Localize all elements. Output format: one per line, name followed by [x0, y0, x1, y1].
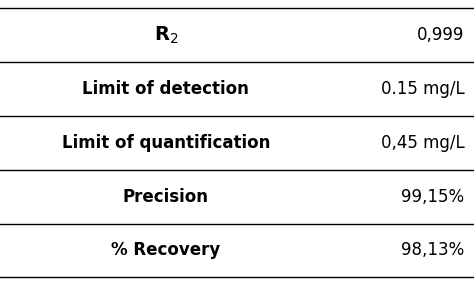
Text: 0.15 mg/L: 0.15 mg/L: [381, 80, 465, 98]
Text: 99,15%: 99,15%: [401, 188, 465, 206]
Text: Precision: Precision: [123, 188, 209, 206]
Text: Limit of quantification: Limit of quantification: [62, 134, 270, 152]
Text: 0,999: 0,999: [417, 26, 465, 44]
Text: Limit of detection: Limit of detection: [82, 80, 249, 98]
Text: 0,45 mg/L: 0,45 mg/L: [381, 134, 465, 152]
Text: 98,13%: 98,13%: [401, 241, 465, 260]
Text: R$_2$: R$_2$: [154, 25, 178, 46]
Text: % Recovery: % Recovery: [111, 241, 220, 260]
